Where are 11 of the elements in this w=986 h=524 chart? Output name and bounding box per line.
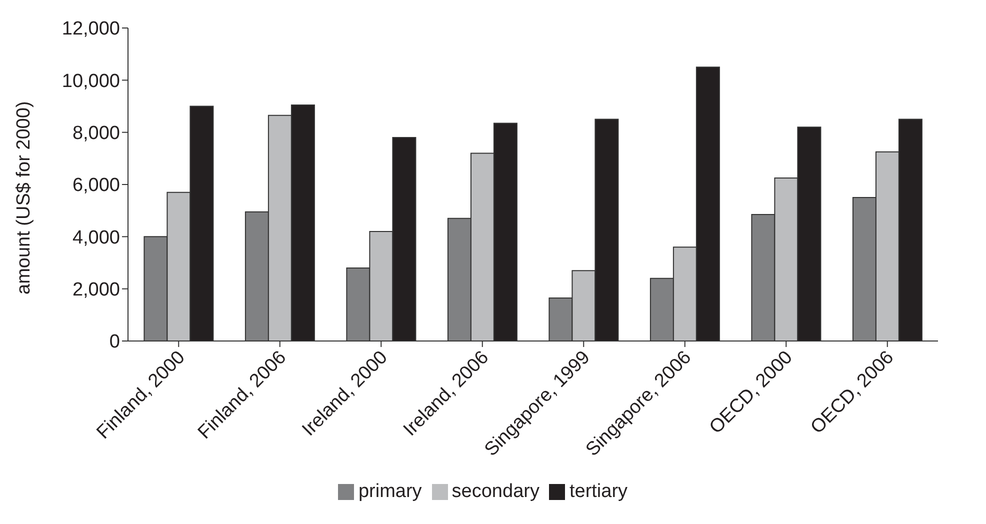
y-tick-label: 12,000 [62,18,120,40]
y-tick-label: 2,000 [72,280,120,301]
y-axis-title: amount (US$ for 2000) [14,101,35,294]
legend-label: tertiary [569,481,628,502]
y-tick-label: 6,000 [72,175,120,196]
y-tick-label: 4,000 [72,227,120,248]
legend-label: primary [358,481,422,502]
y-tick-label: 0 [109,332,120,353]
y-tick-label: 8,000 [72,123,120,144]
y-tick-label: 10,000 [62,70,120,92]
legend-label: secondary [452,481,540,502]
